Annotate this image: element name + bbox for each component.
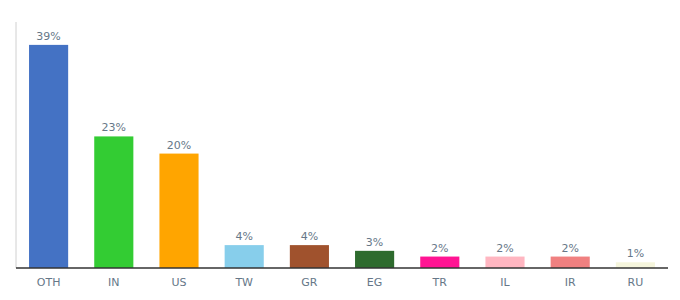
- data-label: 2%: [431, 242, 448, 255]
- x-tick-label: OTH: [37, 276, 61, 289]
- bar: [355, 251, 394, 268]
- x-tick-label: RU: [628, 276, 644, 289]
- bar: [29, 45, 68, 268]
- data-label: 3%: [366, 236, 383, 249]
- data-label: 4%: [301, 230, 318, 243]
- bar: [94, 136, 133, 268]
- x-tick-label: IN: [108, 276, 119, 289]
- data-label: 1%: [627, 247, 644, 260]
- x-tick-label: IL: [500, 276, 510, 289]
- x-axis-line: [16, 267, 668, 269]
- bar: [290, 245, 329, 268]
- bar: [159, 154, 198, 268]
- data-label: 2%: [561, 242, 578, 255]
- bar: [616, 262, 655, 268]
- data-label: 2%: [496, 242, 513, 255]
- data-label: 39%: [36, 30, 60, 43]
- bar: [225, 245, 264, 268]
- x-tick-label: EG: [367, 276, 382, 289]
- data-label: 23%: [102, 121, 126, 134]
- data-label: 4%: [235, 230, 252, 243]
- x-tick-label: TW: [234, 276, 253, 289]
- x-tick-label: US: [171, 276, 186, 289]
- chart-container: 39% 23% 20% 4% 4% 3% 2% 2% 2% 1% OTH IN US TW GR EG TR IL…: [0, 0, 680, 300]
- x-tick-label: IR: [565, 276, 576, 289]
- bars: [29, 45, 655, 268]
- data-label: 20%: [167, 139, 191, 152]
- bar: [420, 257, 459, 268]
- bar: [485, 257, 524, 268]
- bar: [551, 257, 590, 268]
- x-tick-label: TR: [432, 276, 448, 289]
- y-axis-line: [16, 22, 17, 268]
- x-tick-label: GR: [301, 276, 318, 289]
- chart-svg: 39% 23% 20% 4% 4% 3% 2% 2% 2% 1% OTH IN US TW GR EG TR IL…: [0, 0, 680, 300]
